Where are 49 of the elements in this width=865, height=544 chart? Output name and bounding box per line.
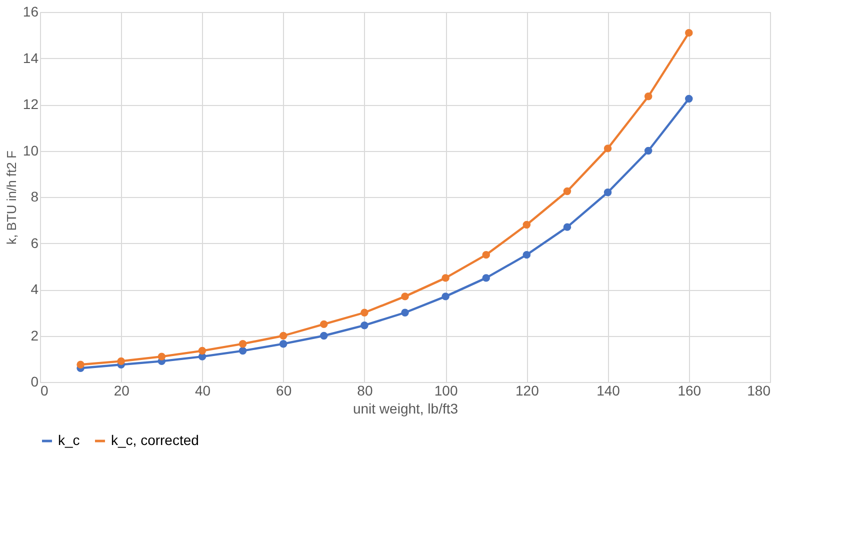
y-tick-label: 10 [22, 142, 39, 158]
point [279, 340, 288, 348]
y-tick-label: 8 [30, 188, 39, 204]
x-tick-label: 20 [114, 382, 130, 398]
y-tick-label: 14 [22, 50, 39, 66]
point [238, 340, 247, 348]
legend-label: k_c [58, 432, 80, 448]
point [604, 144, 612, 152]
point [401, 292, 409, 300]
point [158, 352, 166, 360]
point [685, 28, 693, 37]
point [279, 332, 288, 340]
y-tick-label: 12 [22, 96, 39, 112]
x-tick-label: 80 [357, 382, 373, 398]
x-tick-label: 100 [434, 382, 458, 398]
x-tick-label: 60 [276, 382, 292, 398]
y-tick-label: 2 [30, 327, 39, 344]
point [644, 146, 652, 155]
point [644, 92, 652, 100]
point [442, 274, 450, 282]
point [320, 320, 328, 328]
point [360, 308, 368, 316]
point [401, 308, 409, 316]
x-tick-label: 120 [515, 382, 540, 398]
x-tick-label: 160 [678, 382, 702, 398]
y-axis-title: k, BTU in/h ft2 F [4, 150, 19, 244]
point [320, 332, 328, 340]
x-tick-label: 140 [596, 382, 620, 398]
point [522, 250, 531, 259]
point [685, 94, 693, 103]
point [482, 274, 490, 282]
point [360, 321, 368, 330]
point [117, 357, 125, 366]
y-tick-label: 6 [30, 234, 39, 251]
y-tick-label: 16 [22, 4, 39, 20]
point [238, 346, 247, 355]
point [604, 188, 612, 196]
x-axis-title: unit weight, lb/ft3 [352, 400, 458, 416]
point [563, 187, 572, 196]
y-tick-label: 4 [30, 281, 39, 297]
x-tick-label: 40 [194, 382, 211, 398]
point [442, 292, 450, 300]
x-tick-label: 180 [747, 382, 771, 398]
point [563, 223, 572, 231]
point [522, 220, 531, 229]
legend-label: k_c, corrected [111, 432, 199, 448]
point [198, 346, 206, 355]
point [482, 250, 490, 259]
point [76, 360, 84, 369]
